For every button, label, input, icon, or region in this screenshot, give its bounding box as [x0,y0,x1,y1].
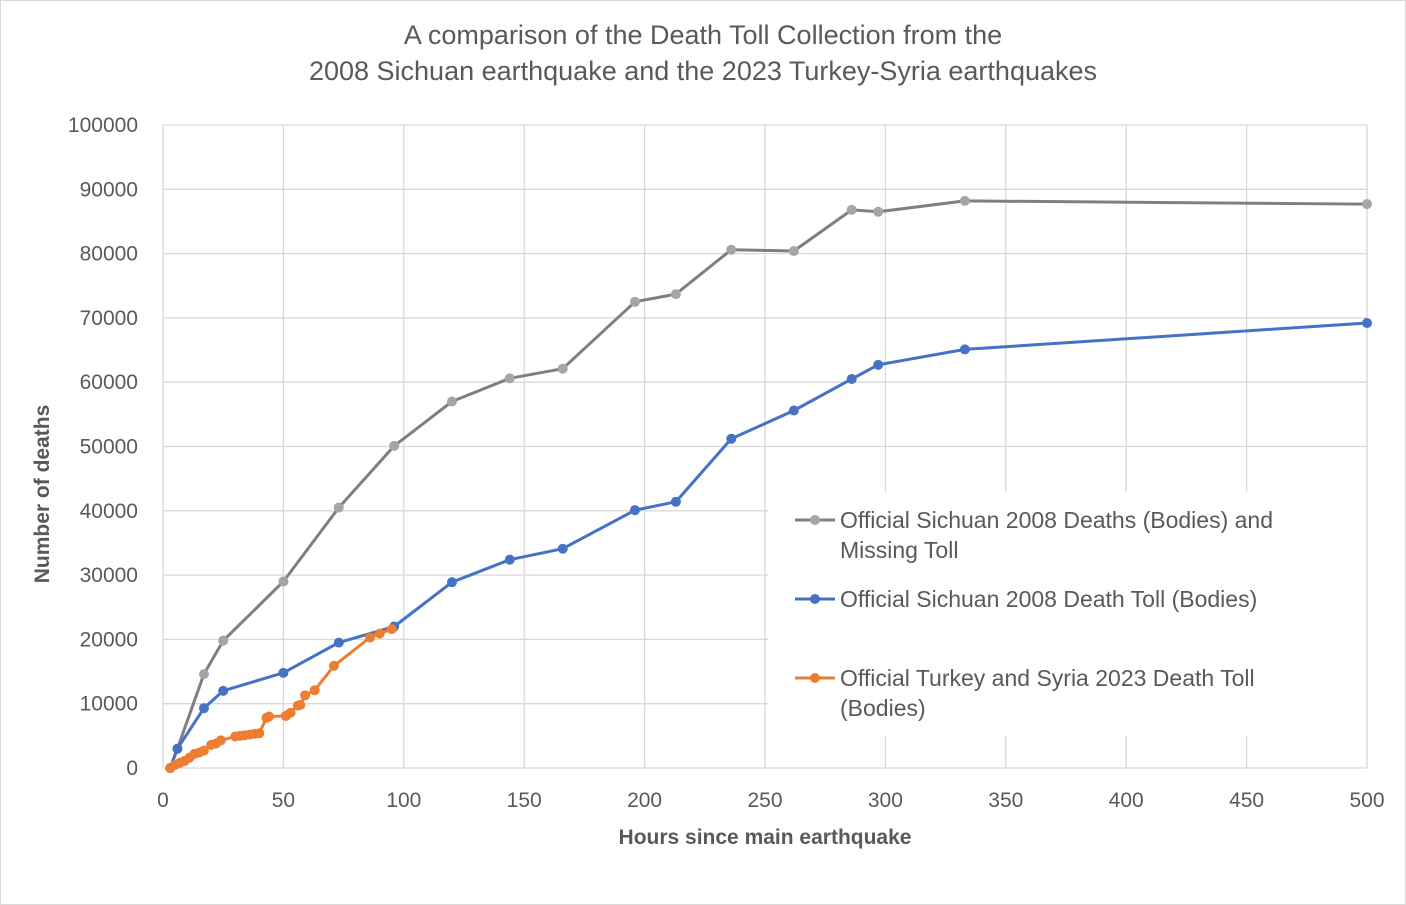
data-point [333,637,344,648]
legend-label: Official Turkey and Syria 2023 Death Tol… [840,665,1255,691]
data-point [333,502,344,513]
data-point [504,554,515,565]
x-tick-label: 350 [988,789,1023,812]
data-point [300,690,311,701]
data-point [873,359,884,370]
data-point [959,344,970,355]
data-point [788,246,799,257]
data-point [504,373,515,384]
legend-background [768,492,1366,736]
data-point [309,685,320,696]
data-point [446,396,457,407]
legend: Official Sichuan 2008 Deaths (Bodies) an… [795,507,1273,721]
data-point [218,635,229,646]
legend-entry-3: Official Turkey and Syria 2023 Death Tol… [795,665,1255,721]
y-tick-label: 100000 [68,114,138,137]
data-point [328,660,339,671]
data-point [846,373,857,384]
legend-label: Official Sichuan 2008 Deaths (Bodies) an… [840,507,1273,533]
y-tick-label: 20000 [80,628,138,651]
y-axis-title: Number of deaths [31,405,54,584]
x-tick-label: 50 [272,789,295,812]
data-point [726,244,737,255]
x-tick-label: 0 [157,789,169,812]
data-point [1362,199,1372,210]
y-tick-label: 90000 [80,178,138,201]
data-point [386,624,397,635]
series-2 [165,318,1372,773]
data-point [873,206,884,217]
data-point [670,496,681,507]
legend-label: Official Sichuan 2008 Death Toll (Bodies… [840,586,1257,612]
data-point [295,699,306,710]
chart-title-line-2: 2008 Sichuan earthquake and the 2023 Tur… [309,56,1097,86]
x-tick-label: 100 [386,789,421,812]
data-point [172,743,183,754]
data-point [629,505,640,516]
legend-label: (Bodies) [840,695,926,721]
series-layer [165,195,1372,773]
y-axis-ticks: 0 10000 20000 30000 40000 50000 60000 70000 8000… [68,114,138,780]
legend-marker [810,673,820,683]
data-point [198,703,209,714]
data-point [557,543,568,554]
y-tick-label: 80000 [80,243,138,266]
y-tick-label: 40000 [80,500,138,523]
data-point [726,433,737,444]
legend-marker [810,594,820,604]
y-tick-label: 0 [126,757,138,780]
data-point [788,405,799,416]
y-tick-label: 10000 [80,693,138,716]
data-point [198,745,209,756]
data-point [263,711,274,722]
series-3 [165,624,397,773]
data-point [846,204,857,215]
y-tick-label: 60000 [80,371,138,394]
x-tick-label: 150 [507,789,542,812]
y-tick-label: 30000 [80,564,138,587]
x-tick-label: 250 [747,789,782,812]
x-tick-label: 200 [627,789,662,812]
data-point [557,363,568,374]
x-tick-label: 300 [868,789,903,812]
data-point [278,667,289,678]
data-point [365,632,376,643]
x-tick-label: 450 [1229,789,1264,812]
x-axis-ticks: 0 50 100 150 200 250 300 350 400 450 500 [157,789,1384,812]
data-point [389,440,400,451]
data-point [1362,318,1372,329]
data-point [218,685,229,696]
data-point [670,289,681,300]
data-point [629,296,640,307]
x-axis-title: Hours since main earthquake [619,826,912,849]
data-point [285,707,296,718]
x-tick-label: 400 [1109,789,1144,812]
data-point [374,628,385,639]
data-point [446,577,457,588]
data-point [254,728,265,739]
gridlines [162,124,1368,769]
data-point [278,576,289,587]
legend-label: Missing Toll [840,537,958,563]
data-point [959,195,970,206]
data-point [198,669,209,680]
chart-title-line-1: A comparison of the Death Toll Collectio… [404,20,1002,50]
legend-entry-1: Official Sichuan 2008 Deaths (Bodies) an… [795,507,1273,563]
legend-entry-2: Official Sichuan 2008 Death Toll (Bodies… [795,586,1257,612]
legend-marker [810,515,820,525]
x-tick-label: 500 [1349,789,1384,812]
y-tick-label: 70000 [80,307,138,330]
data-point [215,735,226,746]
y-tick-label: 50000 [80,436,138,459]
